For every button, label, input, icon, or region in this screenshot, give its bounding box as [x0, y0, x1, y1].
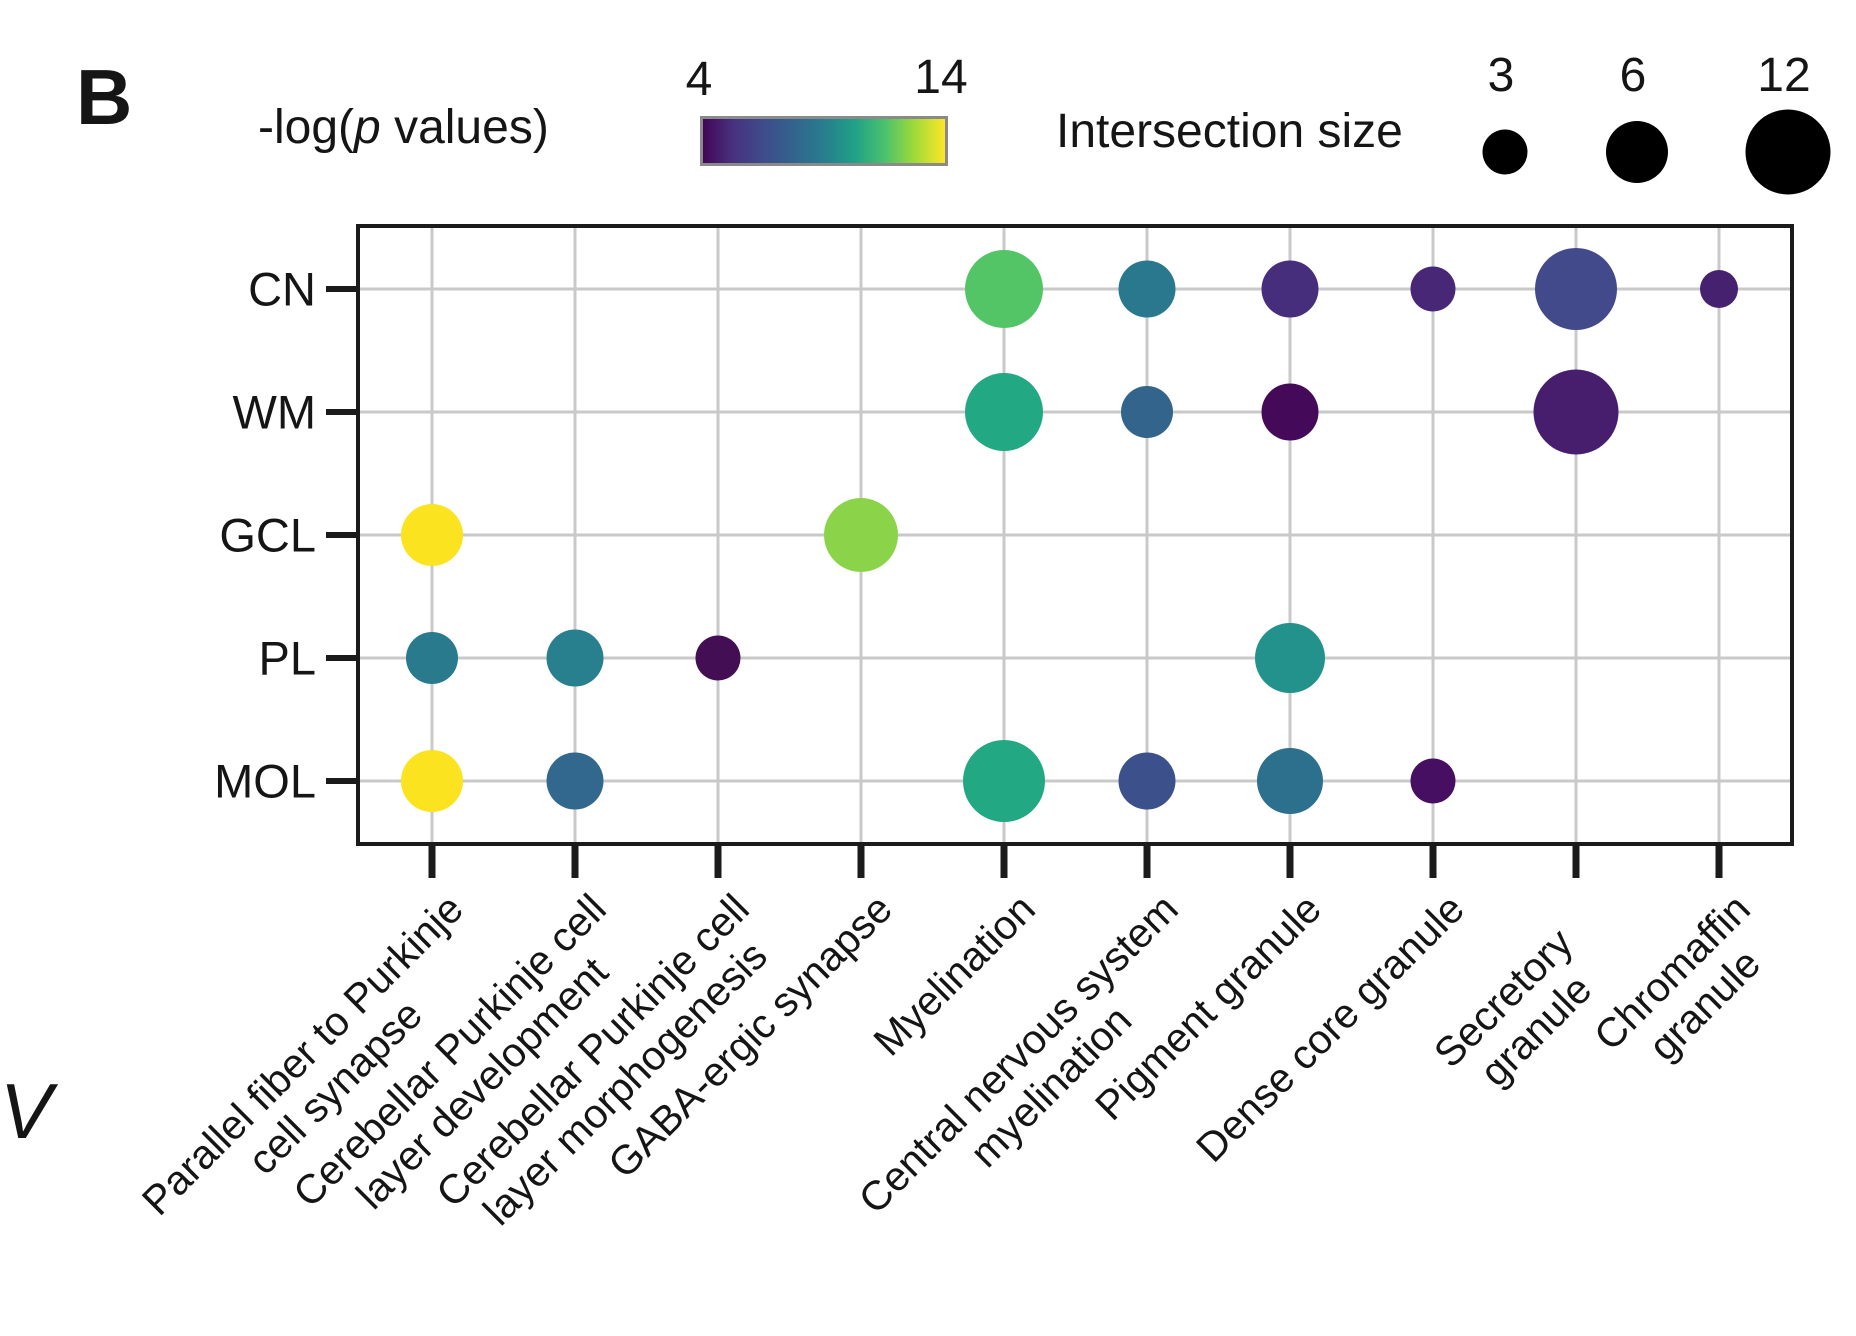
- data-dot: [546, 629, 603, 687]
- size-legend-title: Intersection size: [1056, 105, 1403, 158]
- colorbar-title-prefix: -log(: [258, 101, 355, 154]
- y-axis-tick: [326, 409, 356, 416]
- data-dot: [964, 373, 1043, 452]
- colorbar-title-p: p: [354, 101, 381, 154]
- colorbar-min-label: 4: [685, 53, 713, 106]
- x-axis-label: Dense core granule: [1186, 885, 1473, 1171]
- horizontal-gridline: [360, 656, 1790, 660]
- panel-label: B: [76, 53, 133, 141]
- data-dot: [1261, 383, 1318, 441]
- data-dot: [1410, 266, 1455, 312]
- horizontal-gridline: [360, 287, 1790, 291]
- x-axis-tick: [1286, 846, 1293, 878]
- data-dot: [1533, 369, 1618, 455]
- x-axis-tick: [1000, 846, 1007, 878]
- data-dot: [962, 739, 1045, 822]
- x-axis-tick: [714, 846, 721, 878]
- y-axis-label: PL: [258, 631, 317, 685]
- data-dot: [400, 749, 463, 812]
- plot-area: [356, 224, 1794, 846]
- data-dot: [1261, 260, 1318, 318]
- y-axis-label: CN: [248, 262, 316, 316]
- y-axis-tick: [326, 286, 356, 293]
- x-axis-tick: [428, 846, 435, 878]
- size-legend-dot: [1482, 129, 1528, 175]
- data-dot: [1118, 752, 1175, 810]
- size-legend-dot: [1745, 109, 1831, 195]
- data-dot: [1534, 248, 1617, 331]
- data-dot: [1410, 758, 1455, 804]
- y-axis-tick: [326, 654, 356, 661]
- horizontal-gridline: [360, 533, 1790, 537]
- data-dot: [695, 635, 740, 681]
- x-axis-tick: [571, 846, 578, 878]
- y-axis-label: WM: [232, 385, 316, 439]
- data-dot: [1699, 270, 1738, 309]
- colorbar-gradient: [700, 116, 948, 166]
- x-axis-tick: [1572, 846, 1579, 878]
- x-axis-tick: [1715, 846, 1722, 878]
- data-dot: [405, 631, 458, 684]
- x-axis-tick: [857, 846, 864, 878]
- x-axis-label: Chromaffin granule: [1584, 885, 1769, 1070]
- data-dot: [1256, 747, 1323, 814]
- horizontal-gridline: [360, 410, 1790, 414]
- data-dot: [823, 498, 898, 572]
- data-dot: [1120, 386, 1173, 439]
- y-axis-tick: [326, 777, 356, 784]
- data-dot: [1118, 260, 1175, 318]
- colorbar-title: -log(p values): [258, 101, 549, 155]
- horizontal-gridline: [360, 779, 1790, 783]
- size-legend-value: 6: [1619, 49, 1647, 102]
- size-legend-value: 12: [1757, 49, 1811, 102]
- data-dot: [400, 504, 463, 566]
- colorbar-max-label: 14: [914, 51, 968, 104]
- x-axis-tick: [1143, 846, 1150, 878]
- x-axis-tick: [1429, 846, 1436, 878]
- y-axis-label: GCL: [219, 508, 316, 562]
- y-axis-tick: [326, 532, 356, 538]
- stray-cropped-letter: V: [0, 1067, 53, 1155]
- colorbar-title-suffix: values): [380, 101, 549, 154]
- size-legend-value: 3: [1487, 49, 1515, 102]
- data-dot: [1254, 622, 1325, 693]
- data-dot: [964, 250, 1043, 329]
- data-dot: [546, 752, 603, 810]
- y-axis-label: MOL: [214, 754, 316, 808]
- size-legend-dot: [1606, 121, 1668, 183]
